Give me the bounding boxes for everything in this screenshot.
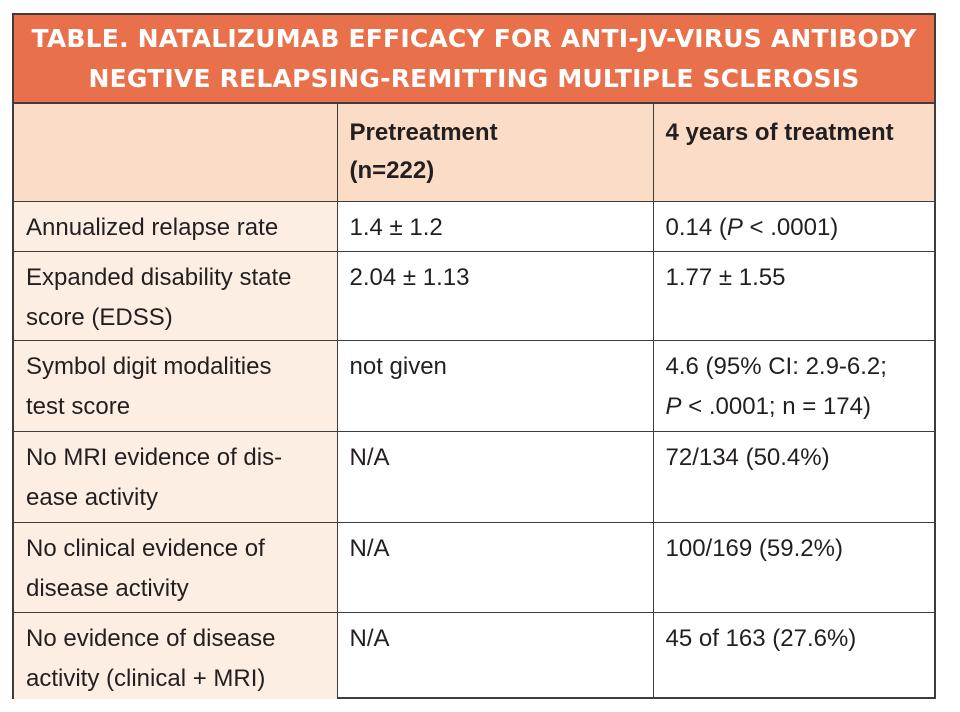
pretreatment-value: 2.04 ± 1.13 — [349, 263, 470, 291]
pretreatment-value: not given — [349, 352, 447, 380]
row-label-line-1: Expanded disability state — [26, 263, 292, 291]
pretreatment-value: N/A — [349, 624, 390, 652]
pretreatment-value: N/A — [349, 443, 390, 471]
row-label: Expanded disability state score (EDSS) — [14, 250, 338, 341]
treatment-value: 4.6 (95% CI: 2.9-6.2; — [665, 352, 887, 380]
pretreatment-cell: N/A — [336, 521, 654, 613]
pretreatment-cell: N/A — [336, 430, 654, 523]
column-header-pretreatment-n: (n=222) — [349, 157, 435, 184]
row-label-line-1: Symbol digit modalities — [26, 352, 272, 380]
row-label-line-2: ease activity — [26, 483, 159, 511]
table-row: No clinical evidence of disease activity … — [14, 521, 934, 613]
table-title-line-1: TABLE. NATALIZUMAB EFFICACY FOR ANTI-JV-… — [31, 23, 917, 53]
treatment-value: 100/169 (59.2%) — [665, 534, 843, 562]
row-label-line-2: test score — [26, 392, 131, 420]
treatment-cell: 45 of 163 (27.6%) — [652, 611, 934, 699]
pretreatment-cell: 2.04 ± 1.13 — [336, 250, 654, 341]
column-header-pretreatment-label: Pretreatment — [349, 119, 498, 146]
treatment-value-rest: < .0001; n = 174) — [681, 392, 871, 420]
treatment-value: 72/134 (50.4%) — [665, 443, 830, 471]
row-label: No clinical evidence of disease activity — [14, 521, 338, 613]
table-row: No MRI evidence of dis-ease activity N/A… — [14, 430, 934, 523]
treatment-cell: 100/169 (59.2%) — [652, 521, 934, 613]
row-label-line-2: disease activity — [26, 574, 189, 602]
treatment-value: 45 of 163 (27.6%) — [665, 624, 857, 652]
pretreatment-cell: N/A — [336, 611, 654, 699]
table-row: Expanded disability state score (EDSS) 2.… — [14, 250, 934, 341]
row-label-line-1: No evidence of disease — [26, 624, 276, 652]
row-label-line-1: No clinical evidence of — [26, 534, 265, 562]
row-label-line-1: No MRI evidence of dis- — [26, 443, 283, 471]
pretreatment-cell: 1.4 ± 1.2 — [336, 200, 654, 252]
table-title: TABLE. NATALIZUMAB EFFICACY FOR ANTI-JV-… — [14, 15, 934, 104]
row-label: Symbol digit modalities test score — [14, 339, 338, 432]
treatment-cell: 1.77 ± 1.55 — [652, 250, 934, 341]
treatment-value-rest: < .0001) — [742, 213, 839, 241]
p-value-symbol: P — [726, 213, 743, 241]
column-header-treatment-label: 4 years of treatment — [665, 119, 894, 146]
row-label-text: Annualized relapse rate — [26, 213, 279, 241]
row-label-line-2: score (EDSS) — [26, 303, 173, 331]
pretreatment-cell: not given — [336, 339, 654, 432]
row-label: Annualized relapse rate — [14, 200, 338, 252]
row-label: No MRI evidence of dis-ease activity — [14, 430, 338, 523]
treatment-cell: 0.14 (P < .0001) — [652, 200, 934, 252]
treatment-value: 0.14 ( — [665, 213, 727, 241]
table-title-line-2: NEGTIVE RELAPSING-REMITTING MULTIPLE SCL… — [88, 63, 860, 93]
pretreatment-value: 1.4 ± 1.2 — [349, 213, 443, 241]
pretreatment-value: N/A — [349, 534, 390, 562]
row-label-line-2: activity (clinical + MRI) — [26, 664, 266, 692]
table-row: Annualized relapse rate 1.4 ± 1.2 0.14 (… — [14, 200, 934, 252]
column-header-pretreatment: Pretreatment (n=222) — [336, 104, 654, 202]
table-row: No evidence of disease activity (clinical… — [14, 611, 934, 699]
p-value-symbol: P — [665, 392, 682, 420]
table-frame: TABLE. NATALIZUMAB EFFICACY FOR ANTI-JV-… — [12, 13, 936, 699]
table-row: Symbol digit modalities test score not gi… — [14, 339, 934, 432]
column-header-treatment: 4 years of treatment — [652, 104, 934, 202]
column-header-measure — [14, 104, 338, 202]
column-header-row: Pretreatment (n=222) 4 years of treatmen… — [14, 104, 934, 202]
treatment-cell: 4.6 (95% CI: 2.9-6.2; P < .0001; n = 174) — [652, 339, 934, 432]
efficacy-table: Pretreatment (n=222) 4 years of treatmen… — [14, 104, 934, 699]
treatment-value: 1.77 ± 1.55 — [665, 263, 786, 291]
row-label: No evidence of disease activity (clinical… — [14, 611, 338, 699]
treatment-cell: 72/134 (50.4%) — [652, 430, 934, 523]
